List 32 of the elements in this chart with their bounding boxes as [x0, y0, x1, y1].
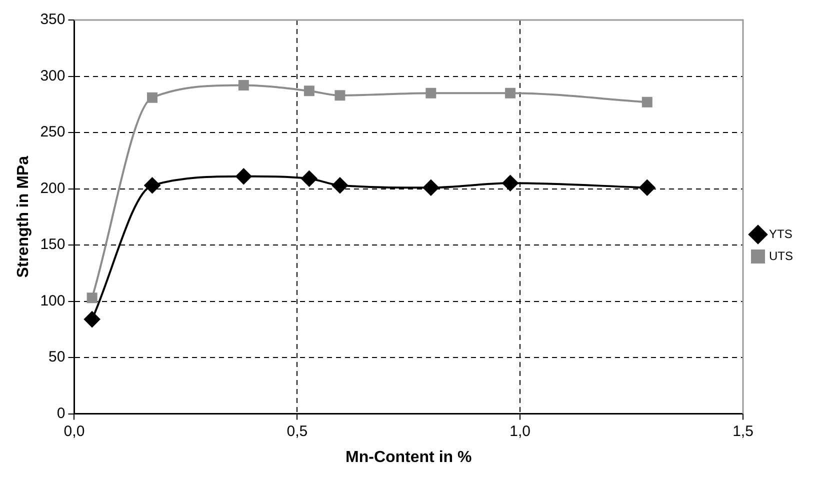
point: [422, 180, 439, 196]
point: [84, 311, 100, 328]
y-tick-label: 0: [56, 404, 66, 422]
point: [86, 292, 98, 304]
point: [639, 180, 656, 196]
point: [236, 168, 252, 184]
point: [332, 177, 348, 194]
point: [304, 86, 314, 96]
x-tick-label: 0,5: [286, 422, 308, 440]
legend-label: YTS: [769, 226, 792, 241]
x-tick-label: 1,5: [732, 422, 754, 440]
y-tick-label: 100: [40, 292, 66, 310]
y-tick-label: 200: [40, 180, 66, 197]
point: [505, 88, 516, 98]
y-tick-label: 350: [40, 11, 66, 28]
y-tick-label: 50: [48, 348, 66, 366]
y-axis-title: Strength in MPa: [15, 156, 32, 278]
point: [426, 88, 436, 98]
y-tick-label: 150: [40, 236, 66, 254]
x-tick-label: 1,0: [510, 422, 531, 440]
x-tick-label: 0,0: [64, 422, 85, 440]
y-tick-label: 250: [40, 124, 66, 141]
point: [147, 92, 158, 103]
point: [334, 90, 346, 101]
point: [502, 175, 518, 192]
point: [238, 80, 249, 90]
point: [144, 177, 160, 194]
point: [642, 96, 652, 108]
x-axis-title: Mn-Content in %: [346, 448, 472, 466]
point: [301, 170, 318, 187]
legend-label: UTS: [769, 248, 793, 263]
y-tick-label: 300: [40, 67, 66, 84]
